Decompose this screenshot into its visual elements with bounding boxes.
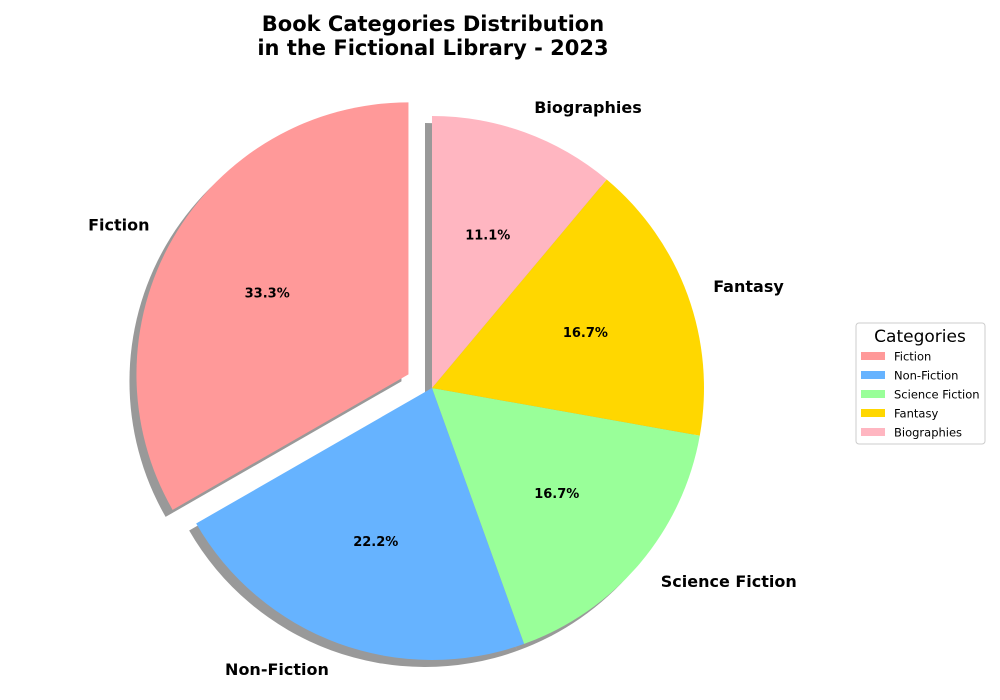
legend-items: Fiction Non-Fiction Science Fiction Fantasy… — [861, 350, 980, 440]
slice-non-fiction — [196, 388, 525, 660]
legend-box — [855, 322, 986, 445]
pie-slices — [136, 102, 704, 660]
category-label-fiction: Fiction — [88, 216, 149, 235]
legend-swatch-science-fiction — [861, 390, 885, 398]
legend-swatch-non-fiction — [861, 371, 885, 379]
legend-label-science-fiction: Science Fiction — [894, 388, 980, 402]
percent-label-biographies: 11.1% — [465, 229, 510, 244]
legend-label-non-fiction: Non-Fiction — [894, 369, 958, 383]
percent-label-fiction: 33.3% — [245, 287, 290, 302]
legend: Categories Fiction Non-Fiction Science Fic… — [855, 322, 986, 445]
slice-science-fiction — [432, 388, 700, 644]
category-label-non-fiction: Non-Fiction — [225, 660, 329, 679]
legend-label-fantasy: Fantasy — [894, 407, 938, 421]
chart-title-line-1: Book Categories Distribution — [262, 12, 604, 36]
percent-label-non-fiction: 22.2% — [353, 535, 398, 550]
category-label-science-fiction: Science Fiction — [661, 572, 797, 591]
chart-title-line-2: in the Fictional Library - 2023 — [257, 36, 608, 60]
legend-swatch-fantasy — [861, 409, 885, 417]
legend-swatch-fiction — [861, 352, 885, 360]
slice-labels: Fiction 33.3% Non-Fiction 22.2% Science Fict… — [88, 98, 797, 679]
percent-label-science-fiction: 16.7% — [534, 487, 579, 502]
slice-fantasy — [432, 179, 704, 436]
slice-fiction — [136, 102, 409, 510]
legend-label-biographies: Biographies — [894, 426, 962, 440]
category-label-fantasy: Fantasy — [713, 277, 784, 296]
category-label-biographies: Biographies — [534, 98, 642, 117]
legend-swatch-biographies — [861, 428, 885, 436]
legend-title: Categories — [874, 327, 966, 347]
slice-biographies — [432, 116, 607, 388]
legend-label-fiction: Fiction — [894, 350, 931, 364]
percent-label-fantasy: 16.7% — [563, 326, 608, 341]
